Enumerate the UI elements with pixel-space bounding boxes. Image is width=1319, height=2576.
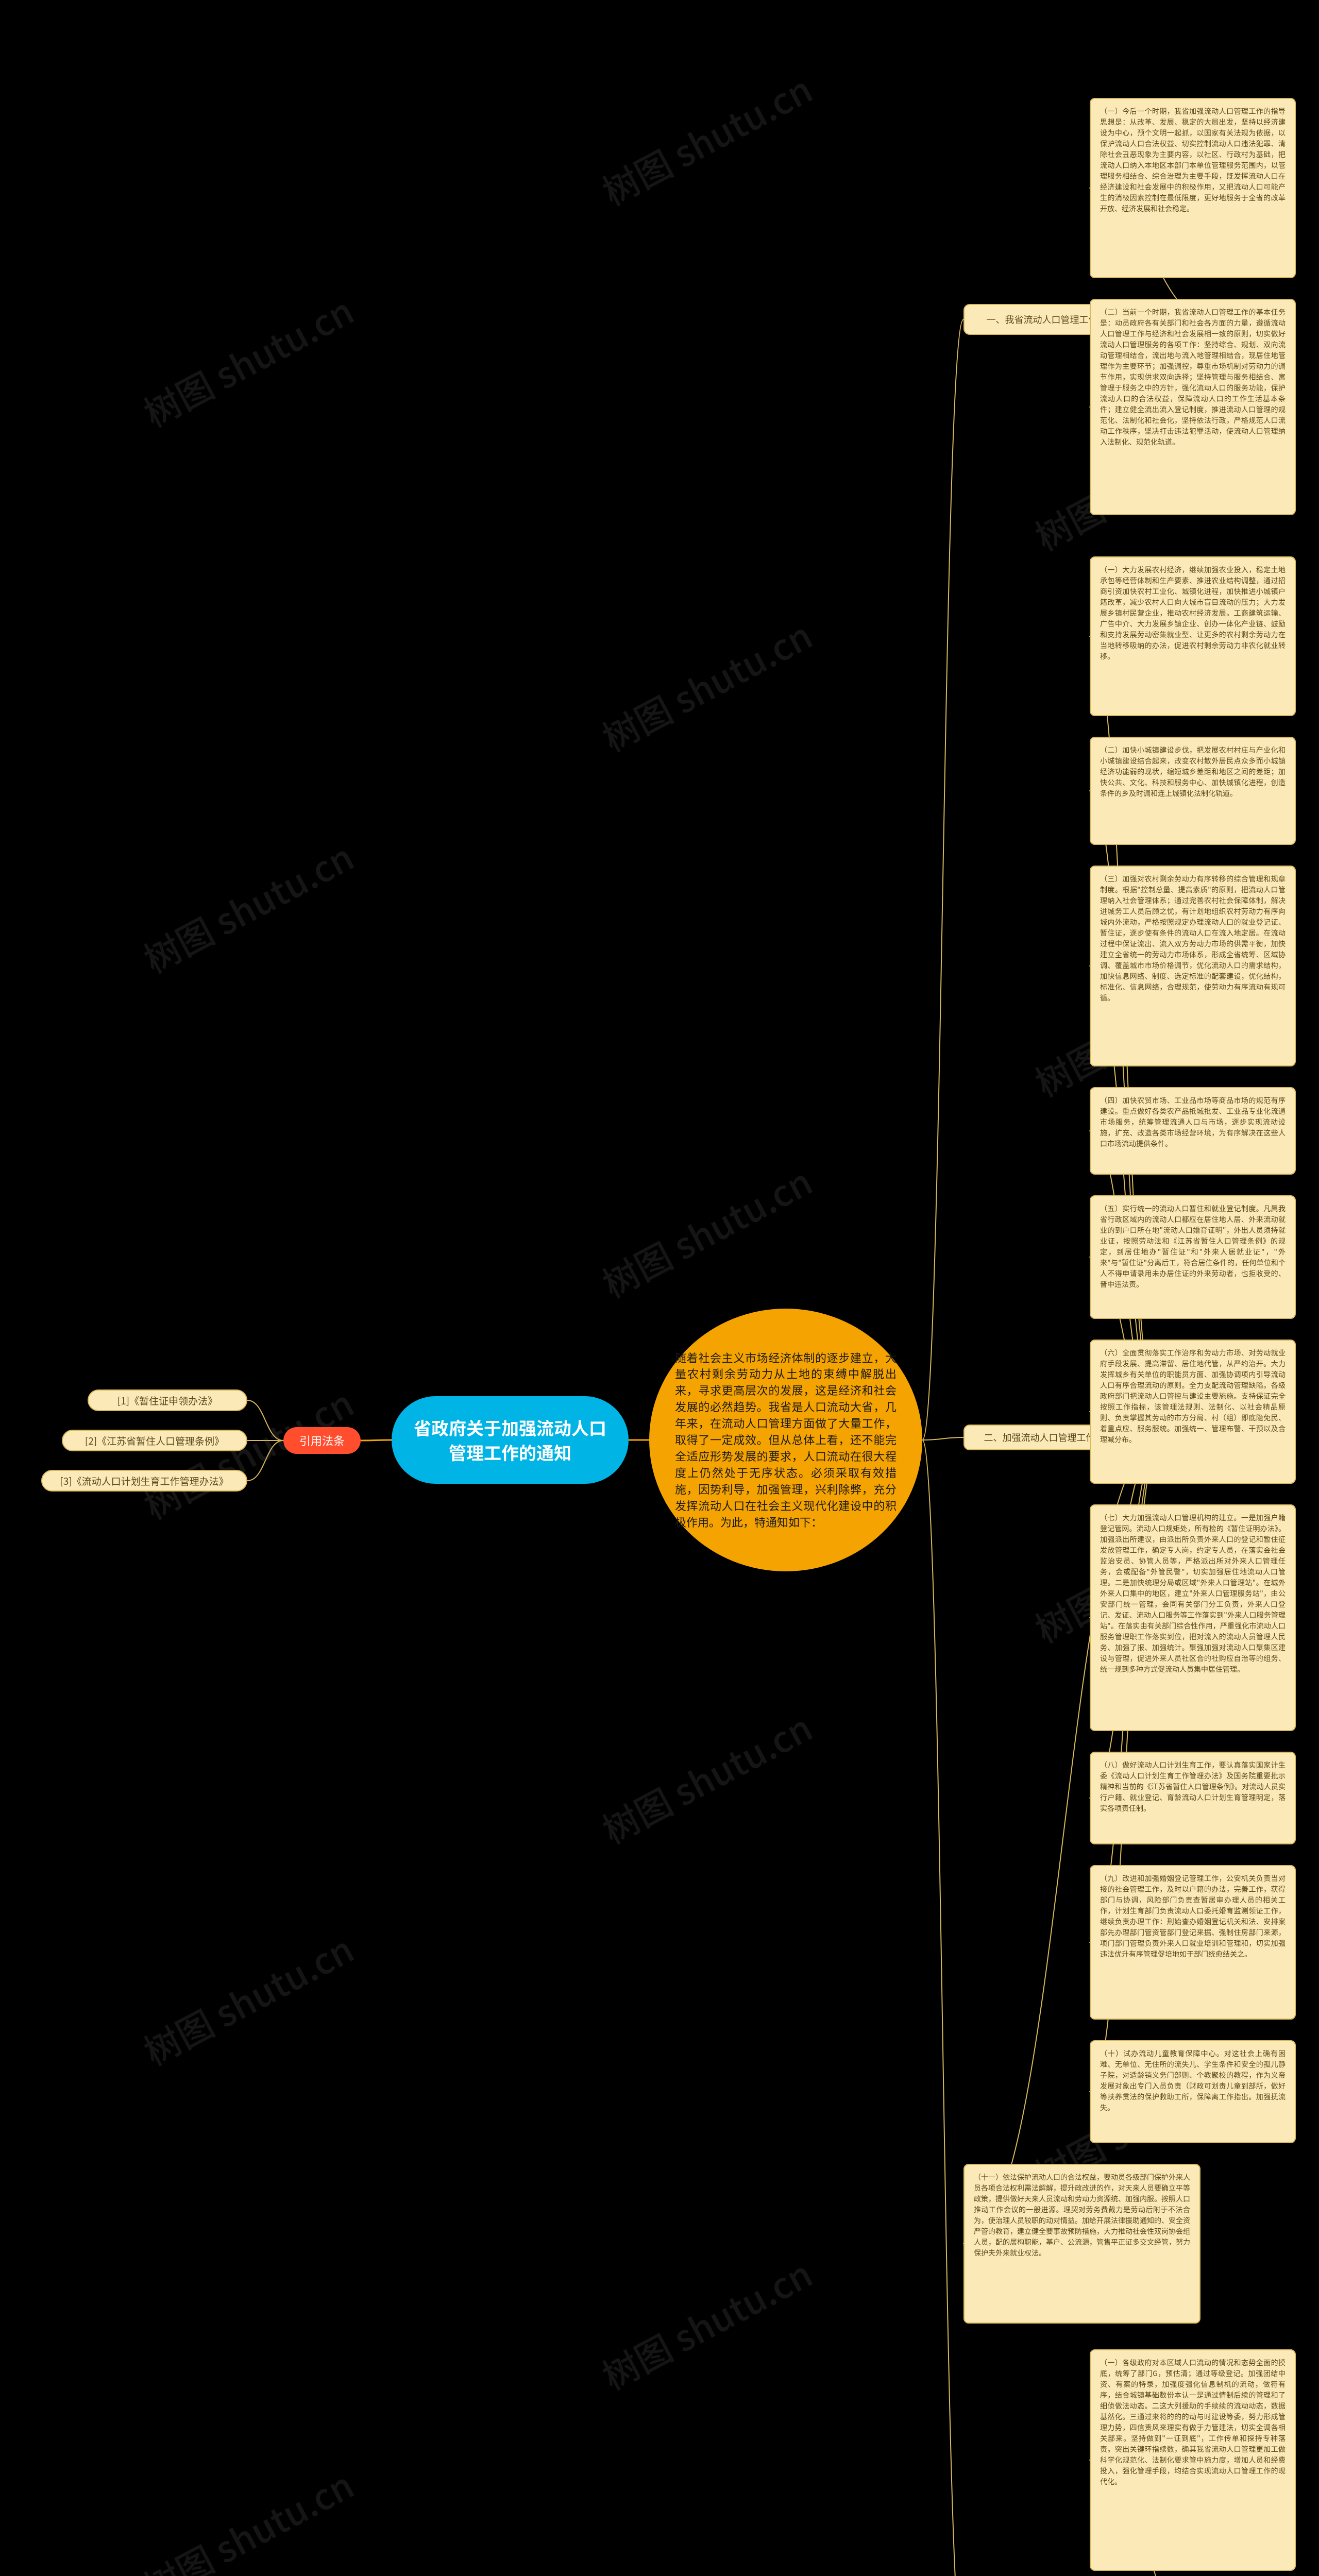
section-2-item-7[interactable]: （七）大力加强流动人口管理机构的建立。一是加强户籍登记管网。流动人口规矩处，所有…: [1090, 1504, 1296, 1731]
summary-text: 随着社会主义市场经济体制的逐步建立，大量农村剩余劳动力从土地的束缚中解脱出来，寻…: [675, 1350, 897, 1531]
watermark: 树图 shutu.cn: [593, 62, 820, 216]
section-1-item-2[interactable]: （二）当前一个时期，我省流动人口管理工作的基本任务是：动员政府各有关部门和社会各…: [1090, 299, 1296, 515]
section-2-item-8[interactable]: （八）做好流动人口计划生育工作，要认真落实国家计生委《流动人口计划生育工作管理办…: [1090, 1752, 1296, 1844]
section-2-item-2[interactable]: （二）加快小城镇建设步伐，把发展农村村庄与产业化和小城镇建设结合起来，改变农村散…: [1090, 737, 1296, 845]
section-2-item-1[interactable]: （一）大力发展农村经济，继续加强农业投入，稳定土地承包等经营体制和生产要素、推进…: [1090, 556, 1296, 716]
section-2-item-9[interactable]: （九）改进和加强婚姻登记管理工作，公安机关负责当对接的社会管理工作，及时以户籍的…: [1090, 1865, 1296, 2020]
section-3-item-1[interactable]: （一）各级政府对本区域人口流动的情况和态势全面的摸底，统筹了部门G，预估清；通过…: [1090, 2349, 1296, 2571]
section-1-item-1[interactable]: （一）今后一个时期，我省加强流动人口管理工作的指导思想是：从改革、发展、稳定的大…: [1090, 98, 1296, 278]
section-2-item-11[interactable]: （十一）依法保护流动人口的合法权益，要动员各级部门保护外来人员各项合法权利需法解…: [963, 2164, 1200, 2324]
watermark: 树图 shutu.cn: [134, 1922, 362, 2076]
watermark: 树图 shutu.cn: [134, 2458, 362, 2576]
section-2-item-10[interactable]: （十）试办流动儿童教育保障中心。对这社会上确有困难、无单位、无住所的流失儿、学生…: [1090, 2040, 1296, 2143]
ref-item-1[interactable]: [1]《暂住证申领办法》: [88, 1389, 247, 1411]
watermark: 树图 shutu.cn: [593, 1700, 820, 1854]
watermark: 树图 shutu.cn: [593, 608, 820, 762]
section-2-item-3[interactable]: （三）加强对农村剩余劳动力有序转移的综合管理和规章制度。根据"控制总量、提高素质…: [1090, 866, 1296, 1066]
ref-branch[interactable]: 引用法条: [283, 1427, 361, 1454]
section-2-item-5[interactable]: （五）实行统一的流动人口暂住和就业登记制度。凡属我省行政区域内的流动人口都应在居…: [1090, 1195, 1296, 1319]
watermark: 树图 shutu.cn: [134, 829, 362, 984]
mindmap-canvas: 树图 shutu.cn 树图 shutu.cn 树图 shutu.cn 树图 shut…: [0, 0, 1319, 2576]
section-2-item-6[interactable]: （六）全面贯彻落实工作治序和劳动力市场、对劳动就业府手段发展、提高滞留、居住地代…: [1090, 1340, 1296, 1484]
ref-item-2[interactable]: [2]《江苏省暂住人口管理条例》: [62, 1430, 247, 1451]
section-2-item-4[interactable]: （四）加快农贸市场、工业品市场等商品市场的规范有序建设。重点做好各类农产品抵城批…: [1090, 1087, 1296, 1175]
watermark: 树图 shutu.cn: [593, 2246, 820, 2400]
root-node[interactable]: 省政府关于加强流动人口 管理工作的通知: [392, 1396, 629, 1484]
watermark: 树图 shutu.cn: [593, 1154, 820, 1308]
ref-item-3[interactable]: [3]《流动人口计划生育工作管理办法》: [41, 1470, 247, 1492]
summary-node[interactable]: 随着社会主义市场经济体制的逐步建立，大量农村剩余劳动力从土地的束缚中解脱出来，寻…: [649, 1309, 922, 1571]
watermark: 树图 shutu.cn: [134, 283, 362, 437]
